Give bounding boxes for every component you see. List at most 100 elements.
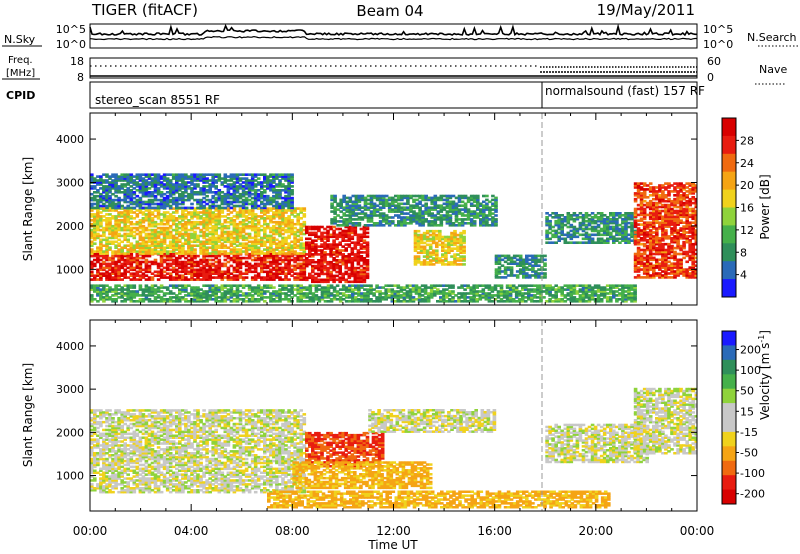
heatmap-cell-0-4 <box>424 218 428 221</box>
heatmap-cell-0-1 <box>165 215 170 218</box>
heatmap-cell-0-2 <box>253 179 258 182</box>
heatmap-cell-0-1 <box>162 230 167 234</box>
heatmap-cell-0-2 <box>150 185 155 188</box>
heatmap-cell-0-0 <box>129 278 134 281</box>
heatmap-cell-0-2 <box>165 177 170 180</box>
heatmap-cell-0-4 <box>424 208 428 211</box>
heatmap-cell-0-2 <box>184 194 188 198</box>
heatmap-cell-0-4 <box>333 218 337 221</box>
heatmap-cell-0-2 <box>181 194 185 198</box>
heatmap-cell-0-1 <box>250 209 255 212</box>
heatmap-cell-0-0 <box>114 260 118 264</box>
heatmap-cell-0-7 <box>615 227 619 231</box>
heatmap-cell-0-1 <box>238 248 243 251</box>
heatmap-cell-0-6 <box>506 256 511 260</box>
heatmap-cell-0-2 <box>138 177 143 180</box>
heatmap-cell-0-2 <box>220 183 225 186</box>
heatmap-cell-0-1 <box>284 224 288 228</box>
heatmap-cell-0-3 <box>341 259 345 262</box>
heatmap-cell-0-2 <box>123 192 127 196</box>
heatmap-cell-0-0 <box>126 262 130 266</box>
heatmap-cell-0-2 <box>111 204 115 208</box>
heatmap-cell-0-4 <box>460 220 465 223</box>
heatmap-cell-0-8 <box>272 300 276 303</box>
heatmap-cell-0-4 <box>348 216 353 219</box>
heatmap-cell-0-6 <box>525 258 529 262</box>
heatmap-cell-0-6 <box>531 266 535 269</box>
heatmap-cell-0-5 <box>444 255 448 258</box>
heatmap-cell-0-4 <box>485 214 489 217</box>
heatmap-cell-0-7 <box>593 227 598 231</box>
heatmap-cell-0-4 <box>348 206 353 209</box>
heatmap-cell-0-4 <box>460 204 465 207</box>
heatmap-cell-0-1 <box>235 240 240 244</box>
heatmap-cell-0-8 <box>223 292 228 295</box>
heatmap-cell-0-2 <box>120 187 124 190</box>
heatmap-cell-0-6 <box>543 268 547 271</box>
heatmap-cell-0-4 <box>360 196 365 200</box>
heatmap-cell-0-1 <box>272 224 276 228</box>
heatmap-cell-0-2 <box>168 187 173 190</box>
heatmap-cell-0-2 <box>281 189 285 192</box>
heatmap-cell-0-1 <box>175 211 179 214</box>
heatmap-cell-0-1 <box>144 226 149 230</box>
heatmap-cell-0-2 <box>181 202 185 206</box>
heatmap-cell-0-8 <box>220 298 225 301</box>
heatmap-cell-0-1 <box>96 236 100 240</box>
heatmap-cell-0-8 <box>141 300 146 303</box>
heatmap-cell-0-1 <box>99 238 103 242</box>
heatmap-cell-0-5 <box>453 237 457 241</box>
heatmap-cell-0-1 <box>190 224 194 228</box>
heatmap-cell-0-2 <box>184 175 188 178</box>
heatmap-cell-0-1 <box>193 211 197 214</box>
cpid-mode-2: normalsound (fast) 157 RF <box>545 84 705 98</box>
heatmap-cell-0-3 <box>305 262 309 266</box>
heatmap-cell-0-3 <box>326 229 330 233</box>
heatmap-cell-0-0 <box>217 276 222 279</box>
heatmap-cell-0-8 <box>196 290 200 293</box>
heatmap-cell-0-2 <box>102 181 106 184</box>
heatmap-cell-0-1 <box>214 215 218 218</box>
heatmap-cell-0-2 <box>147 191 152 194</box>
heatmap-cell-0-5 <box>431 263 436 266</box>
heatmap-cell-0-7 <box>575 241 580 244</box>
heatmap-cell-0-4 <box>418 202 422 206</box>
heatmap-cell-0-4 <box>363 224 368 227</box>
heatmap-cell-0-1 <box>165 232 170 236</box>
heatmap-cell-0-6 <box>494 262 499 265</box>
heatmap-cell-0-1 <box>153 228 158 232</box>
heatmap-cell-0-0 <box>269 256 273 260</box>
heatmap-cell-0-2 <box>117 204 121 208</box>
heatmap-cell-0-2 <box>156 177 161 180</box>
heatmap-cell-0-3 <box>308 255 312 258</box>
heatmap-cell-0-7 <box>557 221 561 225</box>
heatmap-cell-0-4 <box>400 216 404 219</box>
heatmap-cell-0-5 <box>462 245 466 249</box>
heatmap-cell-0-2 <box>108 200 112 204</box>
heatmap-cell-0-0 <box>132 260 137 264</box>
heatmap-cell-0-2 <box>181 192 185 196</box>
heatmap-cell-0-1 <box>144 242 149 245</box>
heatmap-cell-0-0 <box>232 256 237 260</box>
heatmap-cell-0-3 <box>338 272 342 276</box>
heatmap-cell-0-1 <box>296 252 300 255</box>
heatmap-cell-0-4 <box>421 196 425 200</box>
heatmap-cell-0-4 <box>397 214 401 217</box>
heatmap-cell-0-6 <box>497 266 502 269</box>
heatmap-cell-0-4 <box>384 202 389 206</box>
heatmap-cell-0-2 <box>144 181 149 184</box>
heatmap-cell-0-1 <box>278 217 282 220</box>
heatmap-cell-0-7 <box>627 212 631 215</box>
heatmap-cell-0-2 <box>153 198 158 202</box>
heatmap-cell-0-1 <box>284 219 288 222</box>
heatmap-cell-0-0 <box>293 268 297 272</box>
heatmap-cell-0-2 <box>256 189 261 192</box>
heatmap-cell-0-1 <box>175 246 179 249</box>
heatmap-cell-0-3 <box>362 231 367 235</box>
heatmap-cell-0-2 <box>184 181 188 184</box>
heatmap-cell-0-3 <box>344 247 348 250</box>
heatmap-cell-0-1 <box>184 242 188 245</box>
heatmap-cell-0-1 <box>217 220 222 224</box>
heatmap-cell-0-5 <box>428 255 433 258</box>
heatmap-cell-0-1 <box>99 240 103 244</box>
